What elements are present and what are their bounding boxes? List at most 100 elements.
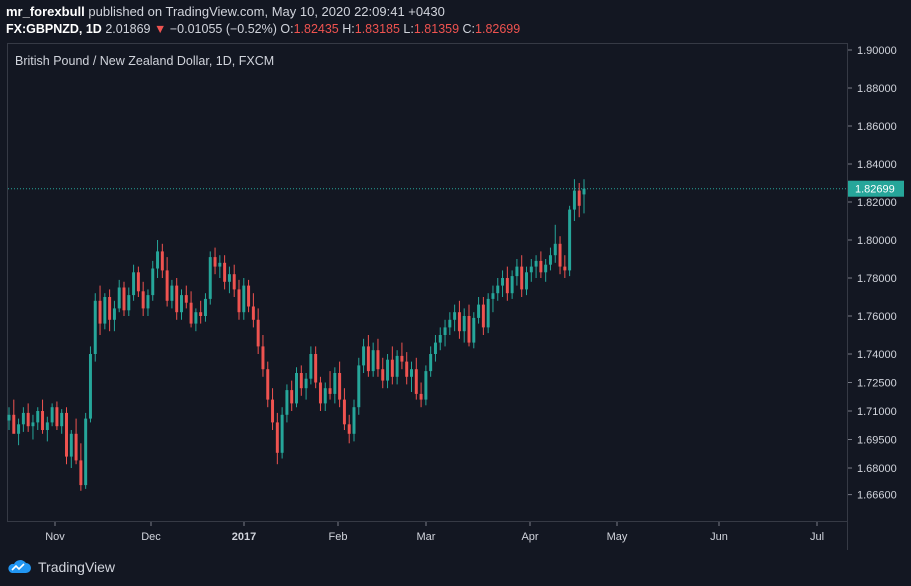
candle (328, 371, 332, 400)
candle-body (304, 378, 308, 389)
tradingview-logo[interactable]: TradingView (6, 559, 115, 575)
candle (290, 380, 294, 411)
y-tick-label: 1.72500 (857, 378, 897, 390)
candle-body (309, 354, 313, 379)
candle (194, 308, 198, 332)
x-tick-label: Apr (521, 531, 538, 543)
brand-name: TradingView (38, 559, 116, 575)
candle (486, 293, 490, 334)
candle (295, 367, 298, 408)
candle-body (180, 295, 183, 313)
candle (55, 401, 59, 430)
candle (477, 297, 481, 324)
candle-body (553, 243, 557, 256)
candle-body (443, 327, 447, 335)
candle (515, 259, 519, 286)
candle-body (227, 274, 231, 282)
candle (410, 361, 413, 392)
candle-body (448, 319, 452, 328)
candle (323, 382, 327, 411)
candle (31, 414, 35, 440)
candle-body (218, 262, 222, 267)
candle-body (21, 412, 25, 425)
candle (26, 403, 30, 432)
candle-body (453, 312, 457, 320)
candle-body (525, 272, 528, 290)
current-price-label: 1.82699 (855, 184, 895, 196)
candle-body (69, 433, 73, 457)
candle (563, 255, 567, 278)
candle (462, 308, 466, 343)
candle (582, 179, 586, 214)
publish-line: mr_forexbull published on TradingView.co… (6, 4, 445, 19)
candle (247, 279, 251, 313)
candle-body (568, 209, 572, 271)
x-tick-label: May (607, 531, 628, 543)
candle-body (285, 390, 289, 415)
candle-body (251, 306, 255, 320)
candle-body (338, 373, 342, 400)
candle (424, 365, 428, 406)
candle-body (400, 355, 404, 362)
candle (414, 357, 418, 400)
candle-body (223, 262, 227, 282)
candle (501, 270, 505, 297)
x-tick-label: Mar (417, 531, 436, 543)
candle-body (572, 190, 576, 210)
candle (438, 327, 442, 351)
chart-header: mr_forexbull published on TradingView.co… (0, 0, 911, 40)
candle (156, 240, 160, 278)
candle-body (93, 300, 97, 354)
candle-body (88, 354, 92, 419)
candle-body (352, 407, 356, 434)
candle (237, 279, 241, 320)
author-name[interactable]: mr_forexbull (6, 4, 85, 19)
candle (448, 312, 452, 335)
candle (299, 365, 303, 396)
candle (443, 319, 447, 347)
candle-body (55, 407, 59, 427)
candle-body (371, 350, 375, 372)
candle (93, 293, 97, 362)
candle-body (242, 285, 246, 313)
current-price-marker (848, 180, 904, 197)
price-chart[interactable]: British Pound / New Zealand Dollar, 1D, … (0, 40, 911, 550)
candle-body (486, 298, 490, 328)
candle-body (136, 272, 140, 292)
symbol-label[interactable]: FX:GBPNZD, 1D (6, 22, 102, 36)
x-tick-label: Dec (141, 531, 161, 543)
down-arrow-icon: ▼ (154, 22, 167, 36)
candle-body (237, 289, 241, 313)
candle (180, 289, 183, 320)
candle (362, 338, 366, 373)
price-axis[interactable]: 1.90000 1.88000 1.86000 1.84000 1.82000 1.800… (848, 45, 897, 502)
candle-body (414, 369, 418, 394)
time-axis[interactable]: Nov Dec 2017 Feb Mar Apr May Jun Jul (45, 522, 824, 543)
candle (251, 293, 255, 328)
candle-body (505, 278, 509, 294)
candle-body (318, 382, 322, 404)
candle (12, 399, 16, 434)
y-tick-label: 1.88000 (857, 83, 897, 95)
candle-body (41, 411, 45, 430)
candle (553, 224, 557, 263)
candle (98, 285, 102, 335)
candle (534, 255, 538, 278)
candle-body (74, 433, 78, 461)
candle (232, 264, 236, 297)
candle-body (156, 251, 160, 269)
candles (7, 179, 586, 491)
candle-body (424, 371, 428, 400)
candle (141, 281, 145, 316)
candle-body (84, 418, 88, 486)
x-tick-label: Nov (45, 531, 65, 543)
candle-body (395, 355, 399, 377)
publish-info: published on TradingView.com, May 10, 20… (88, 4, 445, 19)
candle-body (199, 312, 203, 316)
candle-body (160, 251, 164, 271)
candle (467, 304, 471, 347)
candle-body (539, 260, 543, 273)
candle (429, 346, 433, 377)
candle-body (7, 414, 11, 421)
candle-body (275, 422, 279, 453)
